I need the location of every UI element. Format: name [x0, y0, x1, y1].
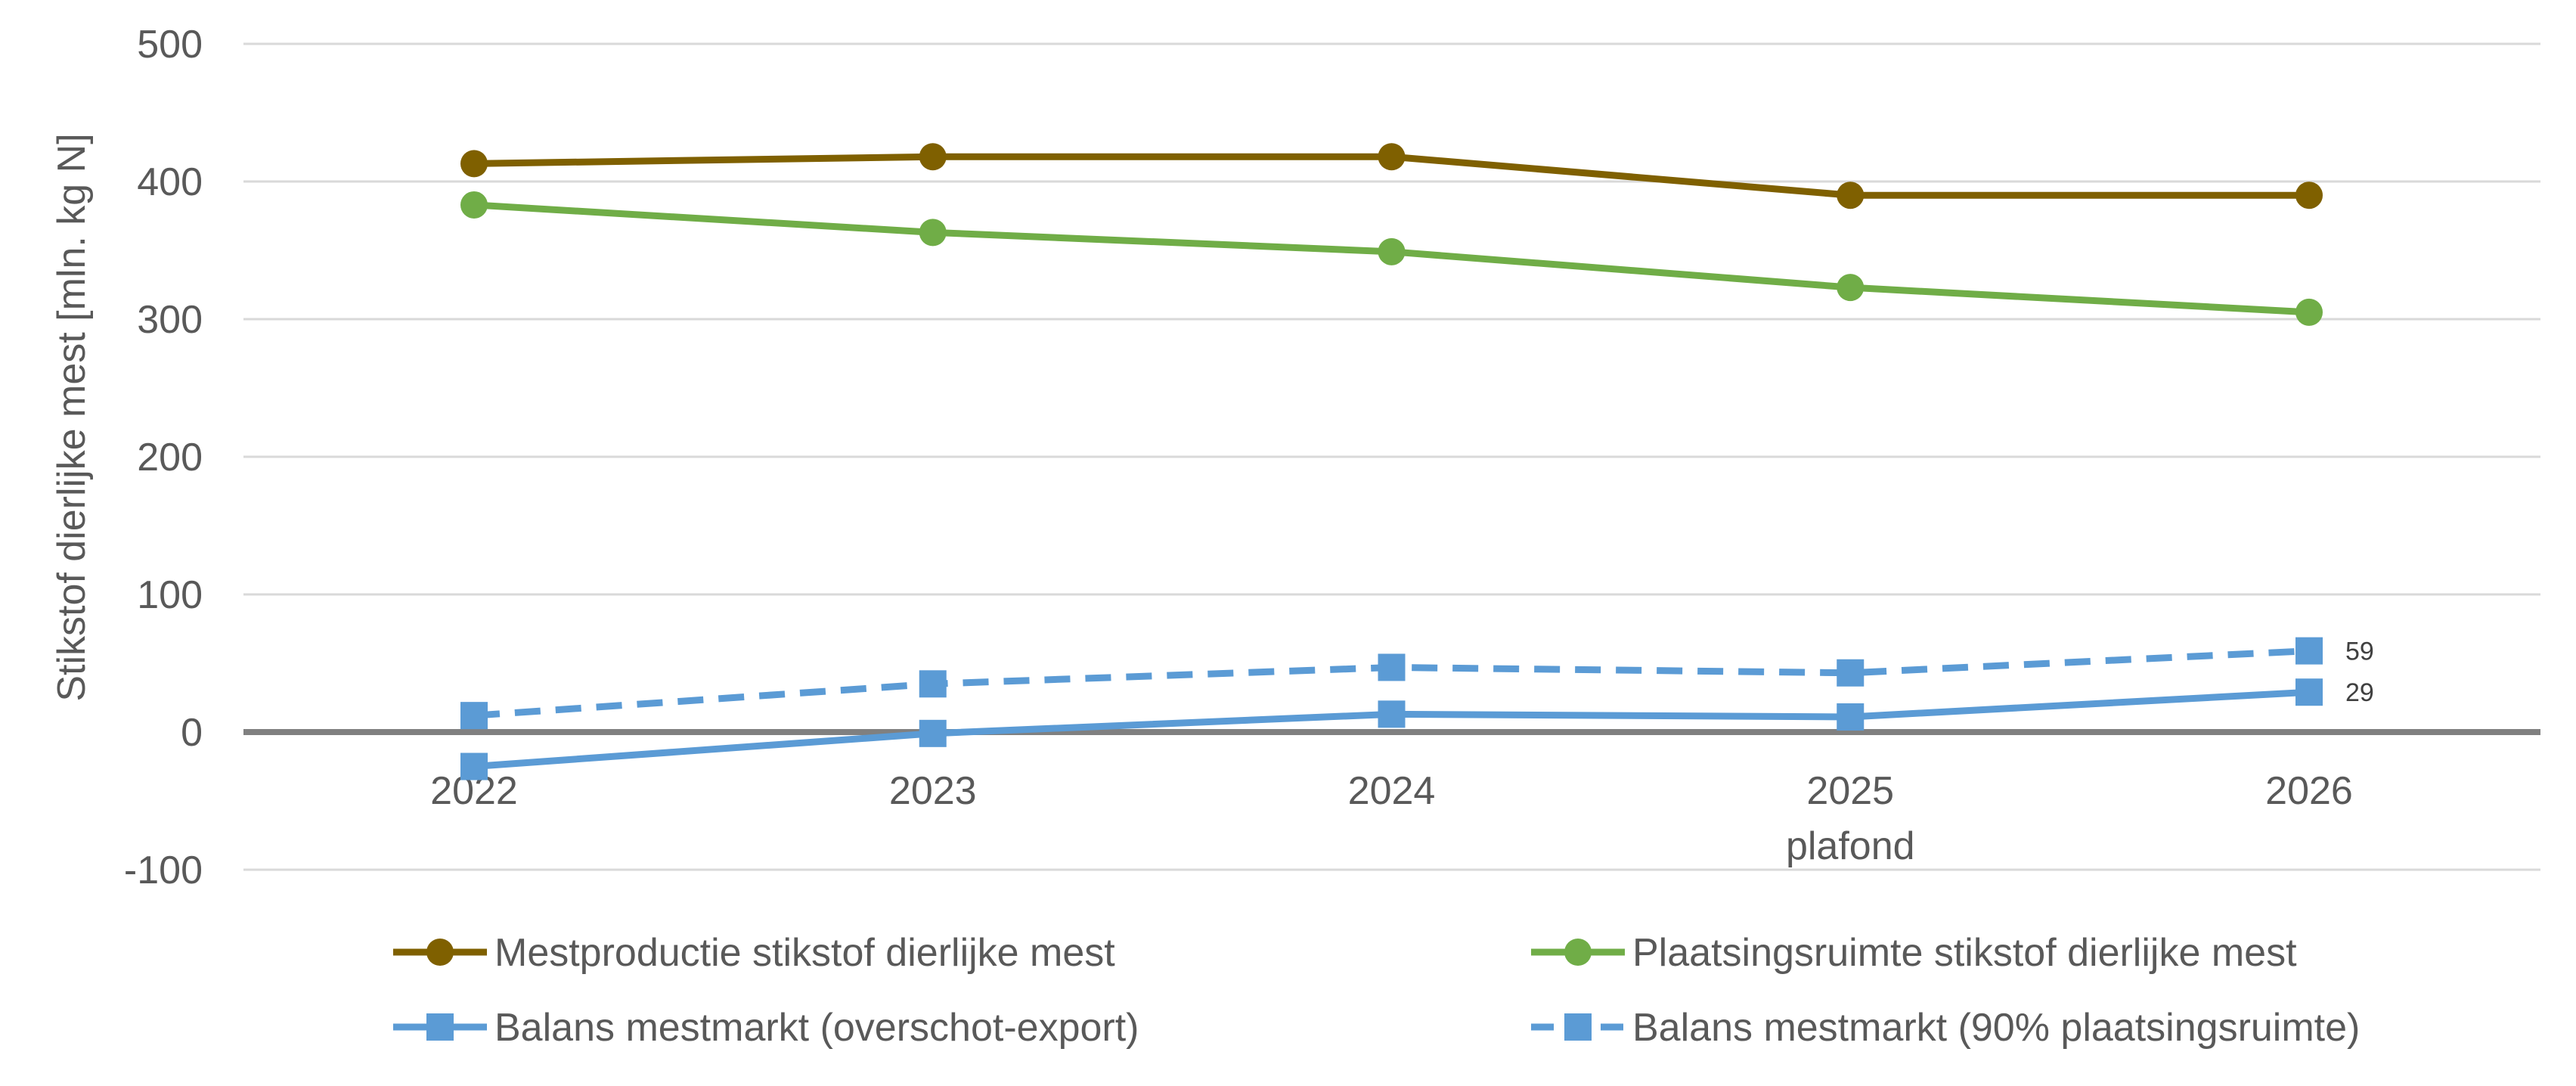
marker-series-4 [460, 702, 488, 730]
y-tick-label: 200 [137, 436, 203, 479]
marker-series-3 [2295, 678, 2323, 706]
marker-series-1 [919, 143, 947, 171]
y-tick-label: 500 [137, 23, 203, 67]
marker-series-2 [460, 191, 488, 219]
marker-series-1 [1378, 143, 1406, 171]
legend-label: Mestproductie stikstof dierlijke mest [494, 931, 1115, 975]
marker-series-3 [919, 719, 947, 747]
marker-series-2 [1837, 274, 1865, 302]
series-markers [460, 143, 2323, 780]
x-tick-label: 2025 [1806, 769, 1894, 813]
marker-series-4 [919, 670, 947, 698]
legend: Mestproductie stikstof dierlijke mest Pla… [393, 931, 2360, 1050]
marker-series-2 [1378, 237, 1406, 265]
marker-series-1 [460, 150, 488, 178]
marker-series-2 [2295, 298, 2323, 326]
legend-marker [1564, 1013, 1592, 1041]
y-axis-tick-labels: -100 0 100 200 300 400 500 [124, 23, 203, 892]
legend-marker [426, 939, 454, 966]
marker-series-1 [2295, 182, 2323, 209]
legend-label: Balans mestmarkt (overschot-export) [494, 1006, 1139, 1050]
legend-marker [1564, 939, 1592, 966]
legend-item-3: Balans mestmarkt (overschot-export) [393, 1006, 1139, 1050]
marker-series-1 [1837, 182, 1865, 209]
data-label: 29 [2345, 678, 2374, 707]
x-tick-label: 2024 [1348, 769, 1436, 813]
y-tick-label: -100 [124, 849, 203, 892]
marker-series-4 [1837, 659, 1865, 687]
y-tick-label: 0 [181, 711, 203, 755]
marker-series-2 [919, 219, 947, 247]
x-tick-label: 2023 [889, 769, 977, 813]
y-tick-label: 400 [137, 160, 203, 204]
legend-item-1: Mestproductie stikstof dierlijke mest [393, 931, 1115, 975]
x-tick-label: 2026 [2265, 769, 2353, 813]
marker-series-3 [460, 752, 488, 780]
marker-series-4 [2295, 637, 2323, 665]
x-tick-sublabel: plafond [1786, 824, 1915, 868]
y-tick-label: 100 [137, 573, 203, 617]
data-label: 59 [2345, 638, 2374, 666]
y-tick-label: 300 [137, 298, 203, 342]
legend-label: Balans mestmarkt (90% plaatsingsruimte) [1632, 1006, 2360, 1050]
legend-label: Plaatsingsruimte stikstof dierlijke mest [1632, 931, 2297, 975]
gridlines [243, 42, 2540, 871]
legend-marker [426, 1013, 454, 1041]
marker-series-3 [1378, 700, 1406, 728]
marker-series-3 [1837, 703, 1865, 731]
y-axis-title: Stikstof dierlijke mest [mln. kg N] [50, 133, 94, 701]
legend-item-4: Balans mestmarkt (90% plaatsingsruimte) [1531, 1006, 2360, 1050]
marker-series-4 [1378, 653, 1406, 681]
legend-item-2: Plaatsingsruimte stikstof dierlijke mest [1531, 931, 2297, 975]
